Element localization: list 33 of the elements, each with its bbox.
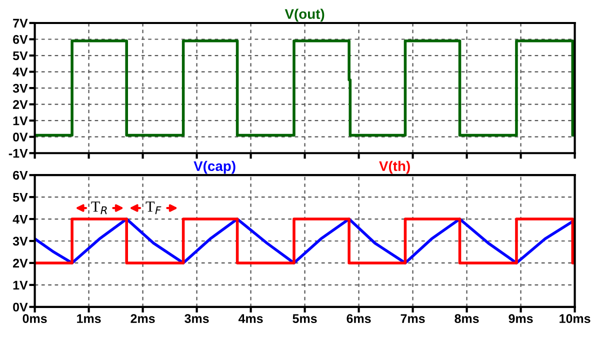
text: V(th): [379, 160, 410, 174]
x-tick-label: 8ms: [454, 314, 479, 324]
x-tick-label: 6ms: [346, 314, 371, 324]
x-tick-label: 0ms: [22, 314, 47, 324]
y-tick-label: 2V: [13, 100, 28, 109]
y-tick-label: 5V: [12, 192, 28, 202]
x-tick-label: 1ms: [77, 314, 101, 324]
y-tick-label: 3V: [12, 84, 28, 93]
x-tick-label: 4ms: [238, 314, 263, 324]
x-tick-label: 3ms: [184, 314, 209, 324]
y-tick-label: 3V: [12, 236, 28, 246]
annotation: T$_{R}$: [91, 202, 107, 214]
x-tick-label: 9ms: [508, 314, 533, 324]
text: V(cap): [194, 160, 236, 174]
y-tick-label: 6V: [13, 35, 28, 44]
series-label: V(out): [284, 8, 324, 22]
x-tick-label: 10ms: [560, 314, 590, 324]
x-tick-label: 2ms: [130, 314, 155, 324]
y-tick-label: 6V: [13, 170, 28, 180]
y-tick-label: 0V: [13, 302, 28, 312]
y-tick-label: 7V: [13, 18, 28, 28]
y-tick-label: 0V: [13, 132, 28, 142]
x-tick-label: 5ms: [292, 314, 317, 324]
y-tick-label: 4V: [12, 214, 28, 224]
x-tick-label: 7ms: [400, 314, 425, 324]
y-tick-label: -1V: [8, 149, 28, 158]
y-tick-label: 2V: [13, 258, 28, 268]
y-tick-label: 5V: [12, 51, 28, 60]
y-tick-label: 4V: [12, 68, 28, 76]
annotation: T$_{F}$: [146, 202, 162, 214]
y-tick-label: 1V: [13, 116, 28, 126]
y-tick-label: 1V: [13, 280, 28, 290]
line-series: [34, 218, 575, 264]
